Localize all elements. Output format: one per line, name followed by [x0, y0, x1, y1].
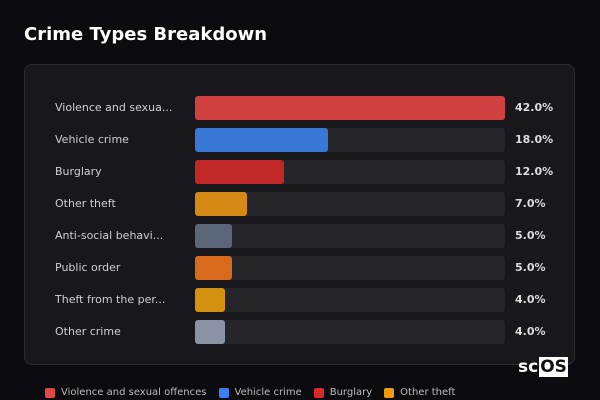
- bar: [195, 288, 225, 312]
- bar-track: [195, 256, 505, 280]
- bar-label: Violence and sexua...: [55, 101, 173, 114]
- bar-value-label: 4.0%: [515, 293, 546, 306]
- bar-value-label: 12.0%: [515, 165, 554, 178]
- legend-swatch: [218, 387, 229, 398]
- bar: [195, 224, 232, 248]
- bar-row: Vehicle crime 18.0%: [25, 128, 574, 152]
- bar-row: Theft from the per... 4.0%: [25, 288, 574, 312]
- bar-track: [195, 160, 505, 184]
- bar-row: Other theft 7.0%: [25, 192, 574, 216]
- legend-label: Other theft: [400, 387, 456, 398]
- bar-track: [195, 128, 505, 152]
- logo: sc OS: [517, 357, 568, 377]
- bar-track: [195, 288, 505, 312]
- logo-text-a: sc: [518, 357, 539, 377]
- legend-item[interactable]: Other theft: [384, 387, 455, 398]
- bar-track: [195, 192, 505, 216]
- bar-value-label: 7.0%: [515, 197, 546, 210]
- bar-value-label: 5.0%: [515, 261, 546, 274]
- bar-row: Burglary 12.0%: [25, 160, 574, 184]
- bar: [195, 256, 232, 280]
- bar-track: [195, 96, 505, 120]
- bar: [195, 320, 225, 344]
- bar-value-label: 18.0%: [515, 133, 554, 146]
- bar: [195, 192, 247, 216]
- bar-label: Other crime: [55, 325, 121, 338]
- legend-label: Violence and sexual offences: [61, 387, 207, 398]
- bar-label: Theft from the per...: [55, 293, 166, 306]
- bar-track: [195, 320, 505, 344]
- legend-item[interactable]: Burglary: [313, 387, 373, 398]
- bar-label: Anti-social behavi...: [55, 229, 164, 242]
- bar: [195, 128, 328, 152]
- bar-row: Violence and sexua... 42.0%: [25, 96, 574, 120]
- legend-label: Burglary: [329, 387, 373, 398]
- legend: Violence and sexual offences Vehicle crim…: [45, 387, 455, 398]
- legend-swatch: [313, 387, 324, 398]
- bar-row: Public order 5.0%: [25, 256, 574, 280]
- bar-label: Public order: [55, 261, 121, 274]
- bar-label: Burglary: [55, 165, 102, 178]
- logo-text-b: OS: [539, 357, 568, 377]
- legend-item[interactable]: Vehicle crime: [218, 387, 302, 398]
- chart-title: Crime Types Breakdown: [24, 24, 268, 45]
- chart-card: Violence and sexua... 42.0% Vehicle crime…: [24, 64, 575, 365]
- bar-row: Anti-social behavi... 5.0%: [25, 224, 574, 248]
- bar-row: Other crime 4.0%: [25, 320, 574, 344]
- bar: [195, 96, 505, 120]
- bar: [195, 160, 284, 184]
- bar-value-label: 5.0%: [515, 229, 546, 242]
- legend-swatch: [45, 387, 55, 398]
- bar-label: Other theft: [55, 197, 116, 210]
- legend-label: Vehicle crime: [234, 387, 302, 398]
- bar-value-label: 4.0%: [515, 325, 546, 338]
- bar-label: Vehicle crime: [55, 133, 129, 146]
- legend-swatch: [384, 387, 395, 398]
- bar-value-label: 42.0%: [515, 101, 554, 114]
- bar-track: [195, 224, 505, 248]
- legend-item[interactable]: Violence and sexual offences: [45, 387, 207, 398]
